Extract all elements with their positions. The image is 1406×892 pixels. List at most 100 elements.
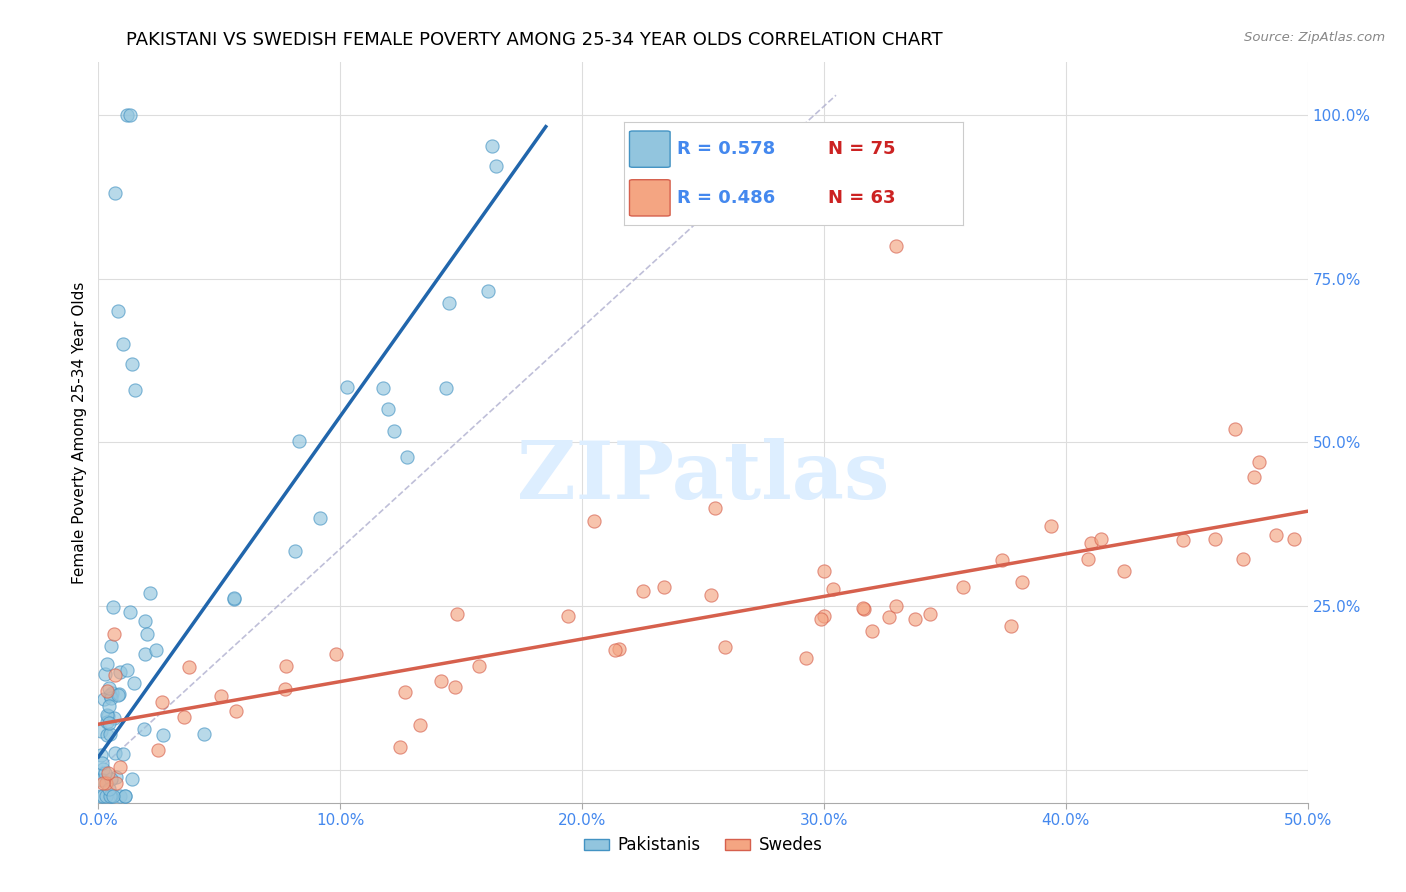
Pakistanis (98, 688, 121, 702)
Pakistanis (481, 138, 503, 153)
Pakistanis (90, 748, 112, 763)
Pakistanis (111, 747, 134, 762)
Pakistanis (121, 772, 143, 787)
Pakistanis (93, 691, 115, 706)
Swedes (813, 609, 835, 624)
Pakistanis (122, 675, 145, 690)
Swedes (108, 760, 131, 774)
Text: ZIPatlas: ZIPatlas (517, 438, 889, 516)
Swedes (886, 599, 908, 614)
Pakistanis (98, 789, 121, 804)
Pakistanis (96, 657, 118, 671)
Pakistanis (288, 434, 311, 448)
Pakistanis (222, 591, 245, 606)
Pakistanis (121, 357, 143, 371)
Pakistanis (108, 665, 131, 680)
Pakistanis (114, 789, 136, 804)
Swedes (409, 718, 432, 732)
Pakistanis (134, 723, 156, 737)
Pakistanis (308, 510, 330, 524)
Pakistanis (193, 727, 215, 741)
Swedes (920, 607, 942, 622)
Swedes (1264, 528, 1286, 542)
Swedes (794, 651, 817, 665)
Pakistanis (90, 789, 112, 804)
Swedes (1090, 533, 1112, 547)
Swedes (1232, 551, 1254, 566)
Swedes (1249, 455, 1271, 469)
Swedes (886, 239, 908, 253)
Pakistanis (90, 723, 112, 738)
Pakistanis (94, 667, 117, 681)
Swedes (1000, 619, 1022, 633)
Text: Source: ZipAtlas.com: Source: ZipAtlas.com (1244, 31, 1385, 45)
Swedes (877, 610, 900, 624)
Pakistanis (377, 401, 399, 416)
Swedes (325, 647, 347, 661)
Pakistanis (93, 766, 115, 780)
Swedes (150, 695, 173, 709)
Swedes (714, 640, 737, 655)
Swedes (1039, 518, 1062, 533)
Swedes (468, 659, 491, 673)
Swedes (810, 612, 832, 626)
Swedes (557, 608, 579, 623)
Swedes (813, 564, 835, 578)
Pakistanis (93, 773, 115, 788)
Pakistanis (97, 716, 120, 731)
Pakistanis (97, 709, 120, 723)
Pakistanis (104, 186, 127, 201)
Swedes (96, 684, 118, 698)
Swedes (583, 514, 606, 528)
Pakistanis (98, 681, 121, 695)
Swedes (853, 601, 876, 615)
Pakistanis (104, 746, 127, 760)
Pakistanis (105, 770, 128, 784)
Pakistanis (96, 707, 118, 722)
Pakistanis (484, 159, 506, 173)
Swedes (430, 673, 453, 688)
Swedes (991, 552, 1014, 566)
Swedes (104, 776, 127, 790)
Swedes (1077, 552, 1099, 566)
Swedes (96, 776, 118, 790)
Pakistanis (118, 605, 141, 619)
Swedes (1171, 533, 1194, 548)
Swedes (276, 659, 298, 673)
Pakistanis (91, 762, 114, 776)
Swedes (652, 580, 675, 594)
Pakistanis (336, 380, 359, 394)
Pakistanis (101, 789, 124, 804)
Legend: Pakistanis, Swedes: Pakistanis, Swedes (576, 830, 830, 861)
Pakistanis (222, 592, 245, 607)
Pakistanis (434, 381, 457, 395)
Swedes (821, 582, 844, 597)
Pakistanis (103, 711, 125, 725)
Swedes (443, 680, 465, 694)
Pakistanis (107, 304, 129, 318)
Pakistanis (136, 627, 159, 641)
Pakistanis (111, 337, 134, 351)
Pakistanis (124, 383, 146, 397)
Swedes (1011, 574, 1033, 589)
Swedes (607, 641, 630, 656)
Swedes (389, 740, 412, 755)
Swedes (1243, 470, 1265, 484)
Swedes (91, 776, 114, 790)
Swedes (146, 742, 169, 756)
Pakistanis (108, 687, 131, 701)
Pakistanis (100, 691, 122, 706)
Pakistanis (101, 686, 124, 700)
Text: PAKISTANI VS SWEDISH FEMALE POVERTY AMONG 25-34 YEAR OLDS CORRELATION CHART: PAKISTANI VS SWEDISH FEMALE POVERTY AMON… (127, 31, 942, 49)
Pakistanis (139, 586, 162, 600)
Pakistanis (100, 639, 122, 653)
Swedes (904, 612, 927, 626)
Swedes (852, 600, 875, 615)
Swedes (862, 624, 884, 639)
Swedes (631, 584, 654, 599)
Pakistanis (90, 773, 112, 788)
Swedes (274, 682, 297, 697)
Swedes (704, 500, 727, 515)
Swedes (446, 607, 468, 621)
Pakistanis (98, 698, 121, 713)
